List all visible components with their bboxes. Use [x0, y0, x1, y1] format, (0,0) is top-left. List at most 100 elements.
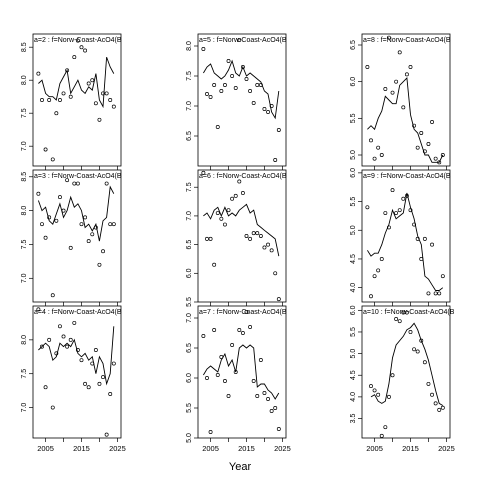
panel-frame: [197, 169, 287, 303]
observed-point: [412, 222, 417, 227]
panel-9: a=10 : f=Norw-Coast-AcO4(B 3.5 4.0 4.5 5.0 5.…: [350, 305, 455, 453]
observed-point: [205, 236, 209, 241]
y-tick-label: 7.0: [186, 211, 193, 221]
x-tick-label: 2005: [202, 444, 219, 453]
y-tick-label: 5.0: [350, 150, 357, 160]
observed-point: [104, 91, 109, 96]
observed-point: [440, 274, 445, 279]
observed-point: [258, 83, 263, 87]
observed-point: [258, 358, 263, 362]
observed-point: [372, 274, 377, 279]
observed-point: [390, 188, 395, 193]
x-tick-label: 2025: [109, 444, 126, 453]
observed-point: [404, 72, 409, 77]
observed-point: [47, 215, 52, 220]
observed-point: [412, 123, 417, 128]
observed-point: [75, 348, 80, 352]
observed-point: [440, 153, 445, 157]
observed-point: [365, 65, 370, 69]
observed-point: [230, 196, 235, 201]
fitted-line: [203, 203, 280, 257]
x-tick-label: 2005: [37, 444, 54, 453]
panel-title: a=10 : f=Norw-Coast-AcO4(B: [363, 309, 455, 316]
observed-point: [208, 95, 213, 99]
observed-point: [397, 319, 402, 324]
observed-point: [233, 193, 238, 198]
observed-point: [72, 320, 77, 325]
observed-point: [208, 236, 213, 241]
observed-point: [47, 98, 52, 102]
y-tick-label: 8.5: [21, 42, 28, 52]
observed-point: [415, 236, 420, 241]
y-tick-label: 4.0: [350, 392, 357, 402]
observed-point: [111, 361, 116, 366]
observed-point: [201, 334, 206, 338]
observed-point: [376, 145, 381, 150]
observed-point: [276, 128, 281, 132]
observed-point: [372, 388, 377, 393]
y-tick-label: 5.5: [350, 197, 357, 207]
observed-point: [419, 257, 424, 261]
y-tick-label: 7.0: [186, 313, 193, 323]
observed-point: [83, 381, 88, 386]
observed-point: [426, 142, 431, 146]
observed-point: [36, 191, 41, 196]
observed-point: [233, 86, 238, 90]
observed-point: [65, 344, 70, 349]
observed-point: [215, 373, 220, 377]
panel-2: a=3 : f=Norw-Coast-AcO4(B 7.0 7.5 8.0 8.5: [21, 169, 122, 306]
observed-point: [222, 222, 227, 227]
panel-6: a=7 : f=Norw-Coast-AcO4(B 5.0 5.5 6.0 6.5 7.0…: [186, 305, 291, 453]
observed-point: [212, 262, 217, 267]
panel-frame: [361, 33, 451, 167]
panel-5: a=6 : f=Norw-Coast-AcO4(B 5.5 6.0 6.5 7.0 7.5: [186, 169, 287, 307]
panel-title: a=7 : f=Norw-Coast-AcO4(B: [199, 309, 287, 316]
fitted-line: [367, 76, 444, 163]
observed-point: [40, 98, 44, 102]
y-tick-label: 6.5: [350, 40, 357, 50]
observed-point: [437, 160, 442, 165]
observed-point: [394, 79, 399, 84]
observed-point: [408, 65, 413, 69]
panel-title: a=9 : f=Norw-Coast-AcO4(B: [363, 173, 451, 180]
observed-point: [237, 328, 242, 332]
observed-point: [379, 257, 384, 261]
observed-point: [50, 405, 55, 410]
observed-point: [397, 50, 402, 55]
fitted-line: [203, 344, 280, 400]
observed-point: [86, 385, 91, 390]
observed-point: [269, 248, 274, 253]
observed-point: [255, 231, 260, 236]
observed-point: [244, 77, 249, 81]
observed-point: [390, 90, 395, 95]
observed-point: [43, 385, 48, 390]
y-tick-label: 8.5: [21, 172, 28, 182]
observed-point: [61, 334, 66, 339]
panel-8: a=9 : f=Norw-Coast-AcO4(B 4.0 4.5 5.0 5.5 6.0: [350, 168, 451, 306]
observed-point: [437, 291, 442, 296]
observed-point: [104, 181, 109, 186]
observed-point: [104, 432, 109, 437]
observed-point: [437, 407, 442, 412]
observed-point: [430, 120, 434, 124]
observed-point: [83, 48, 88, 53]
observed-point: [75, 38, 80, 43]
observed-point: [237, 38, 242, 42]
observed-point: [65, 178, 70, 183]
observed-point: [75, 181, 80, 186]
observed-point: [397, 208, 402, 213]
observed-point: [404, 310, 409, 315]
y-tick-label: 6.5: [186, 240, 193, 250]
observed-point: [262, 391, 267, 395]
observed-point: [251, 379, 256, 383]
observed-point: [248, 89, 253, 93]
y-tick-label: 8.0: [21, 335, 28, 345]
observed-point: [273, 158, 278, 162]
observed-point: [83, 215, 88, 220]
observed-point: [412, 347, 417, 352]
observed-point: [226, 208, 231, 213]
observed-point: [65, 68, 70, 73]
x-tick-label: 2015: [238, 444, 255, 453]
observed-point: [269, 104, 274, 108]
observed-point: [230, 74, 235, 78]
